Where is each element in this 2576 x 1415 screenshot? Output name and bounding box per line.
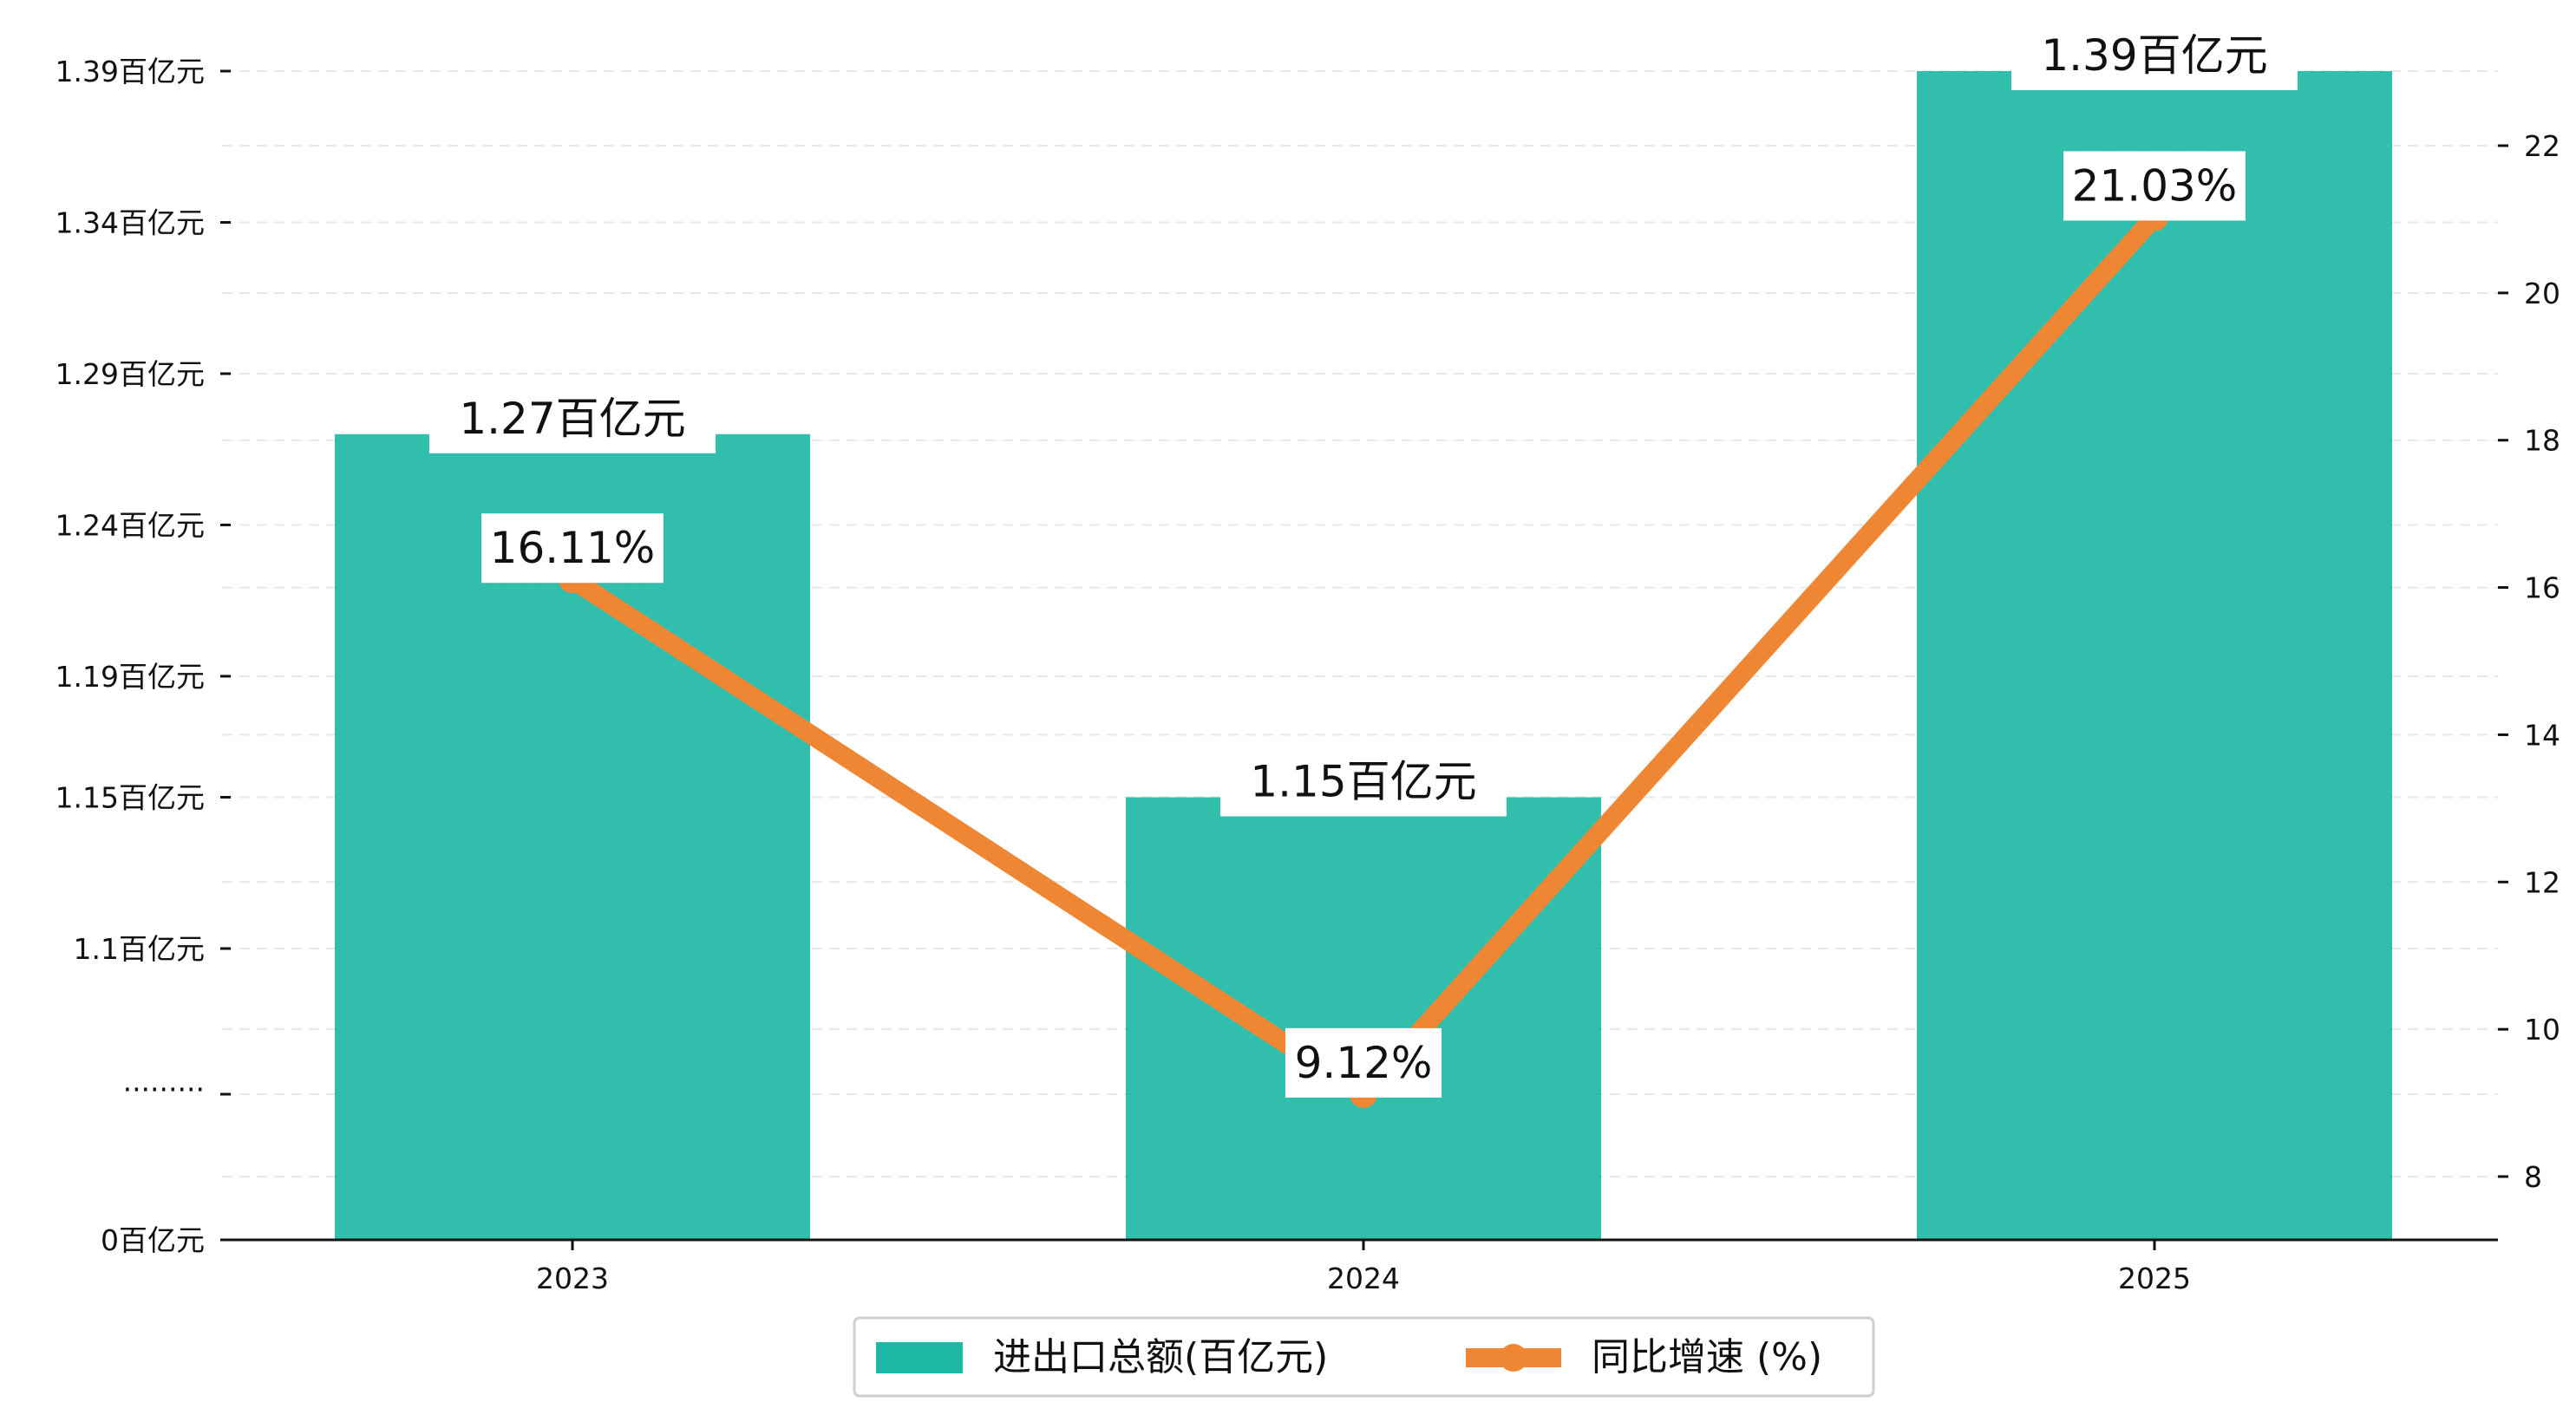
legend-line-label: 同比增速 (%) bbox=[1592, 1335, 1822, 1379]
bar-series bbox=[335, 71, 2392, 1240]
right-tick-label: 20 bbox=[2524, 277, 2560, 310]
left-tick-label: 1.39百亿元 bbox=[56, 55, 205, 88]
right-tick-label: 8 bbox=[2524, 1160, 2542, 1194]
legend-bar-label: 进出口总额(百亿元) bbox=[993, 1335, 1328, 1379]
axis-break-label: ········· bbox=[123, 1073, 205, 1106]
bar-value-label: 1.15百亿元 bbox=[1250, 757, 1476, 807]
legend-line-marker bbox=[1500, 1344, 1527, 1372]
legend-box bbox=[853, 1316, 1875, 1398]
category-label: 2025 bbox=[2118, 1262, 2191, 1295]
growth-value-label: 16.11% bbox=[490, 523, 656, 573]
right-tick-label: 14 bbox=[2524, 718, 2560, 752]
left-tick-label: 1.19百亿元 bbox=[56, 660, 205, 694]
bar-2025 bbox=[1917, 71, 2392, 1240]
data-labels: 1.27百亿元 1.15百亿元 1.39百亿元 16.11% 9.12% 21.03% bbox=[429, 21, 2298, 1098]
left-tick-label: 0百亿元 bbox=[101, 1223, 205, 1257]
growth-value-label-bg bbox=[1285, 1027, 1442, 1098]
left-tick-label: 1.1百亿元 bbox=[74, 932, 205, 966]
left-tick-label: 1.29百亿元 bbox=[56, 357, 205, 391]
bar-value-label-bg bbox=[1220, 747, 1507, 817]
axes: 1.39百亿元 1.34百亿元 1.29百亿元 1.24百亿元 1.19百亿元 1.15百… bbox=[56, 55, 2560, 1295]
growth-value-label-bg bbox=[2063, 151, 2246, 221]
right-tick-label: 10 bbox=[2524, 1013, 2560, 1047]
category-label: 2023 bbox=[536, 1262, 609, 1295]
left-tick-label: 1.15百亿元 bbox=[56, 781, 205, 815]
growth-value-label-bg bbox=[481, 513, 664, 584]
right-tick-label: 22 bbox=[2524, 129, 2560, 163]
right-axis-ticks: 8 10 12 14 16 18 20 22 bbox=[2498, 129, 2560, 1194]
bar-value-label: 1.27百亿元 bbox=[459, 394, 685, 444]
right-tick-label: 18 bbox=[2524, 424, 2560, 458]
right-tick-label: 12 bbox=[2524, 865, 2560, 899]
left-tick-label: 1.34百亿元 bbox=[56, 205, 205, 239]
growth-value-label: 21.03% bbox=[2072, 160, 2238, 211]
legend-bar-swatch bbox=[876, 1342, 963, 1373]
bar-2024 bbox=[1126, 797, 1601, 1240]
bar-value-label-bg bbox=[429, 383, 716, 453]
right-tick-label: 16 bbox=[2524, 571, 2560, 605]
left-axis-ticks: 1.39百亿元 1.34百亿元 1.29百亿元 1.24百亿元 1.19百亿元 1.15百… bbox=[56, 55, 231, 1257]
category-ticks: 2023 2024 2025 bbox=[536, 1240, 2191, 1295]
bar-value-label: 1.39百亿元 bbox=[2041, 30, 2267, 81]
legend[interactable]: 进出口总额(百亿元) 同比增速 (%) bbox=[853, 1316, 1875, 1398]
left-tick-label: 1.24百亿元 bbox=[56, 508, 205, 542]
bar-value-label-bg bbox=[2011, 21, 2298, 90]
category-label: 2024 bbox=[1327, 1262, 1400, 1295]
growth-value-label: 9.12% bbox=[1295, 1038, 1433, 1088]
